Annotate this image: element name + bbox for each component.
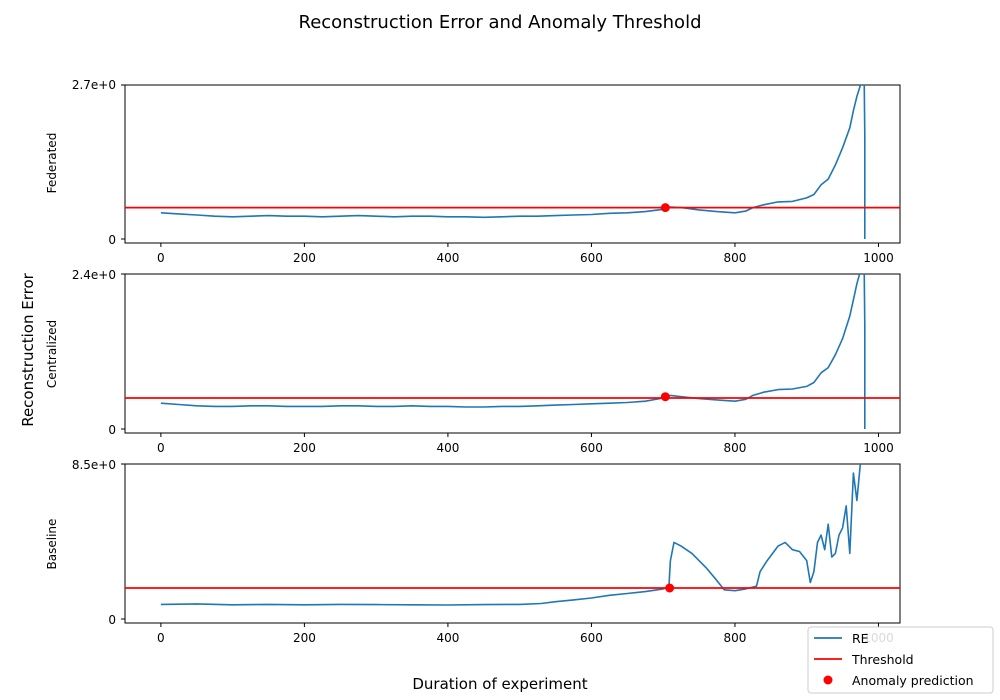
legend-threshold-label: Threshold [851,652,914,667]
legend-re-label: RE [852,631,869,646]
panel-label-federated: Federated [45,133,59,194]
panel-centralized-frame [124,273,901,434]
chart-title: Reconstruction Error and Anomaly Thresho… [299,12,702,33]
panel-federated-xtick-label-0: 0 [157,251,165,265]
panel-baseline-xtick-label-4: 800 [724,631,747,645]
y-axis-label: Reconstruction Error [19,272,37,426]
panel-centralized-xtick-label-4: 800 [724,441,747,455]
x-axis-label: Duration of experiment [412,675,587,693]
panel-baseline-re-line [160,464,862,606]
panel-baseline-xtick-label-1: 200 [293,631,316,645]
panel-baseline-ytick-zero: 0 [108,613,116,627]
legend-anomaly-label: Anomaly prediction [852,673,974,688]
panel-baseline-xtick-label-2: 400 [436,631,459,645]
panel-federated-xtick-label-3: 600 [580,251,603,265]
panel-centralized-xtick-label-5: 1000 [863,441,894,455]
panel-label-centralized: Centralized [45,320,59,388]
panel-baseline-xtick-label-3: 600 [580,631,603,645]
panel-baseline-xtick-label-0: 0 [157,631,165,645]
panel-centralized-ytick-top: 2.4e+0 [72,268,116,282]
panel-centralized-re-line [160,274,866,429]
panel-federated-ytick-top: 2.7e+0 [72,78,116,92]
panel-centralized-xtick-label-0: 0 [157,441,165,455]
panel-centralized: Centralized 2.4e+0 0 0 200 400 600 800 1000 [45,268,901,455]
panel-federated-xtick-label-4: 800 [724,251,747,265]
panel-federated-frame [124,84,901,244]
legend: RE Threshold Anomaly prediction [807,626,994,694]
panel-federated-re-line [160,85,866,239]
legend-anomaly-swatch [823,675,833,685]
panel-baseline-frame [124,463,901,624]
panel-federated-xtick-label-2: 400 [436,251,459,265]
panel-baseline-anomaly-point [665,583,675,593]
panel-centralized-xtick-label-1: 200 [293,441,316,455]
panel-federated-xtick-label-1: 200 [293,251,316,265]
panel-federated-xtick-label-5: 1000 [863,251,894,265]
panel-label-baseline: Baseline [45,519,59,570]
panel-baseline-ytick-top: 8.5e+0 [72,458,116,472]
legend-box [807,626,994,694]
panel-federated-anomaly-point [660,203,670,213]
panel-centralized-ytick-zero: 0 [108,423,116,437]
panel-centralized-xtick-label-2: 400 [436,441,459,455]
panel-centralized-anomaly-point [660,392,670,402]
panel-centralized-xtick-label-3: 600 [580,441,603,455]
panel-federated: Federated 2.7e+0 0 0 200 400 600 800 1000 [45,78,901,265]
panel-federated-ytick-zero: 0 [108,233,116,247]
